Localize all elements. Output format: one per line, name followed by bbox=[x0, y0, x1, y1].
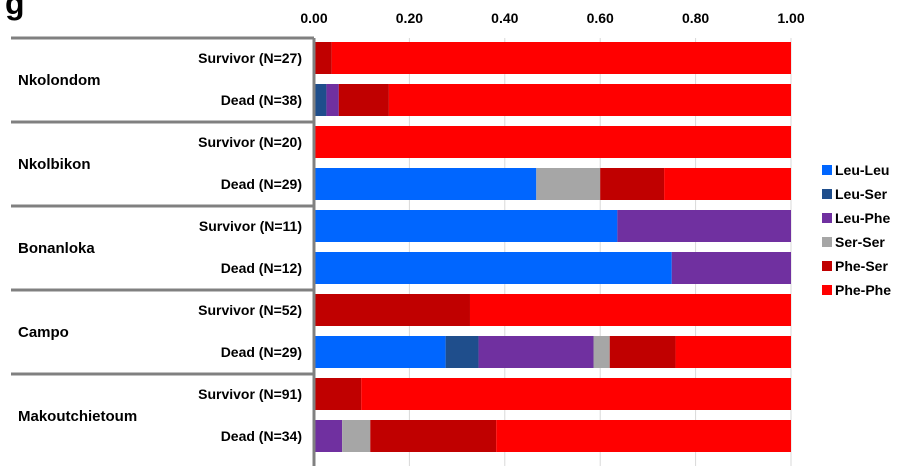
bar-category-label: Survivor (N=27) bbox=[198, 50, 302, 66]
x-tick-label: 0.20 bbox=[396, 10, 423, 26]
group-label: Bonanloka bbox=[18, 240, 95, 257]
bar-segment-leu-leu bbox=[314, 252, 672, 284]
bar-segment-leu-leu bbox=[314, 336, 446, 368]
bar-segment-ser-ser bbox=[342, 420, 371, 452]
bar-segment-phe-ser bbox=[370, 420, 497, 452]
group-label: Campo bbox=[18, 324, 69, 341]
bar-category-label: Dead (N=29) bbox=[221, 176, 302, 192]
bar-segment-leu-leu bbox=[314, 210, 618, 242]
legend-label: Phe-Ser bbox=[835, 258, 888, 274]
legend-swatch bbox=[822, 213, 832, 223]
bar-segment-phe-phe bbox=[388, 84, 791, 116]
bar-segment-phe-phe bbox=[331, 42, 791, 74]
bar-segment-ser-ser bbox=[593, 336, 610, 368]
x-tick-label: 1.00 bbox=[777, 10, 804, 26]
legend-label: Leu-Leu bbox=[835, 162, 889, 178]
bar-segment-phe-phe bbox=[314, 126, 791, 158]
bar-category-label: Survivor (N=91) bbox=[198, 386, 302, 402]
x-tick-label: 0.00 bbox=[300, 10, 327, 26]
bar-segment-leu-phe bbox=[671, 252, 791, 284]
bar-segment-leu-ser bbox=[314, 84, 327, 116]
bar-segment-phe-phe bbox=[675, 336, 791, 368]
x-tick-label: 0.60 bbox=[587, 10, 614, 26]
bar-segment-phe-phe bbox=[469, 294, 791, 326]
bar-segment-leu-phe bbox=[617, 210, 791, 242]
legend-label: Phe-Phe bbox=[835, 282, 891, 298]
bar-segment-leu-phe bbox=[478, 336, 594, 368]
x-tick-label: 0.40 bbox=[491, 10, 518, 26]
bar-category-label: Survivor (N=20) bbox=[198, 134, 302, 150]
bar-category-label: Dead (N=34) bbox=[221, 428, 302, 444]
bar-segment-phe-ser bbox=[314, 42, 332, 74]
bar-segment-ser-ser bbox=[536, 168, 601, 200]
bar-segment-phe-ser bbox=[314, 294, 470, 326]
bar-segment-phe-phe bbox=[664, 168, 791, 200]
bar-segment-phe-ser bbox=[600, 168, 665, 200]
legend-swatch bbox=[822, 189, 832, 199]
bar-segment-phe-phe bbox=[496, 420, 791, 452]
chart-title-fragment: g bbox=[5, 0, 25, 21]
legend-swatch bbox=[822, 165, 832, 175]
bar-category-label: Dead (N=29) bbox=[221, 344, 302, 360]
bar-segment-leu-phe bbox=[314, 420, 343, 452]
bar-segment-phe-phe bbox=[361, 378, 791, 410]
group-label: Nkolbikon bbox=[18, 156, 91, 173]
legend-label: Leu-Phe bbox=[835, 210, 890, 226]
bar-segment-leu-ser bbox=[445, 336, 479, 368]
bar-category-label: Survivor (N=52) bbox=[198, 302, 302, 318]
bar-segment-leu-phe bbox=[326, 84, 339, 116]
legend-label: Leu-Ser bbox=[835, 186, 888, 202]
bar-segment-phe-ser bbox=[314, 378, 362, 410]
bar-category-label: Dead (N=12) bbox=[221, 260, 302, 276]
group-label: Makoutchietoum bbox=[18, 408, 137, 425]
bar-category-label: Dead (N=38) bbox=[221, 92, 302, 108]
legend-swatch bbox=[822, 285, 832, 295]
x-tick-label: 0.80 bbox=[682, 10, 709, 26]
group-label: Nkolondom bbox=[18, 72, 101, 89]
legend-label: Ser-Ser bbox=[835, 234, 885, 250]
bar-category-label: Survivor (N=11) bbox=[199, 218, 302, 234]
legend-swatch bbox=[822, 237, 832, 247]
bar-segment-phe-ser bbox=[609, 336, 676, 368]
bar-segment-leu-leu bbox=[314, 168, 537, 200]
bar-segment-phe-ser bbox=[338, 84, 389, 116]
legend-swatch bbox=[822, 261, 832, 271]
